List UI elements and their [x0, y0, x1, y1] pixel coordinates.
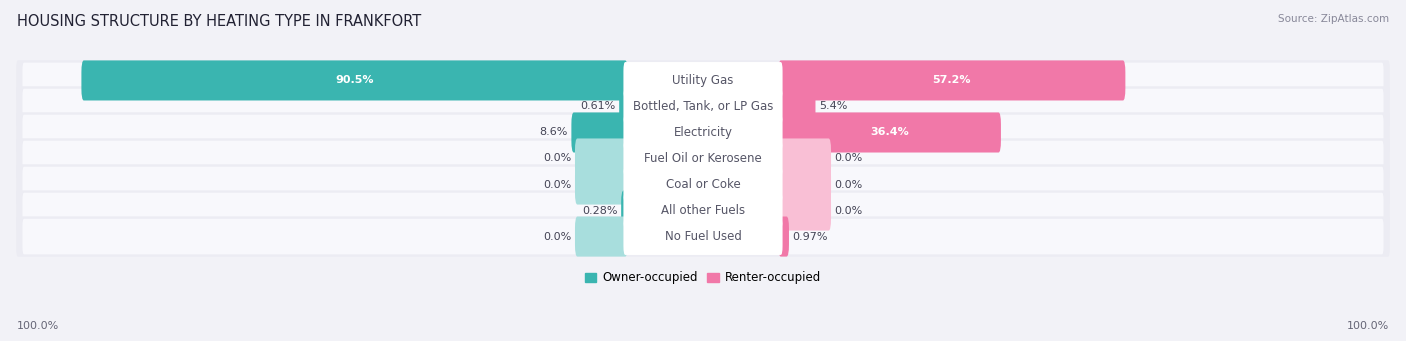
- FancyBboxPatch shape: [619, 86, 627, 127]
- FancyBboxPatch shape: [575, 164, 627, 205]
- FancyBboxPatch shape: [571, 113, 627, 152]
- FancyBboxPatch shape: [623, 88, 783, 125]
- FancyBboxPatch shape: [22, 167, 1384, 202]
- FancyBboxPatch shape: [17, 216, 1389, 257]
- Legend: Owner-occupied, Renter-occupied: Owner-occupied, Renter-occupied: [579, 267, 827, 289]
- FancyBboxPatch shape: [17, 138, 1389, 179]
- Text: No Fuel Used: No Fuel Used: [665, 230, 741, 243]
- FancyBboxPatch shape: [575, 217, 627, 256]
- Text: HOUSING STRUCTURE BY HEATING TYPE IN FRANKFORT: HOUSING STRUCTURE BY HEATING TYPE IN FRA…: [17, 14, 422, 29]
- FancyBboxPatch shape: [17, 190, 1389, 231]
- FancyBboxPatch shape: [623, 62, 783, 99]
- Text: 0.61%: 0.61%: [581, 102, 616, 112]
- Text: 0.0%: 0.0%: [543, 153, 571, 163]
- FancyBboxPatch shape: [621, 191, 627, 231]
- Text: 100.0%: 100.0%: [17, 321, 59, 331]
- Text: 57.2%: 57.2%: [932, 75, 972, 86]
- Text: Bottled, Tank, or LP Gas: Bottled, Tank, or LP Gas: [633, 100, 773, 113]
- FancyBboxPatch shape: [17, 112, 1389, 153]
- Text: 0.0%: 0.0%: [835, 206, 863, 216]
- FancyBboxPatch shape: [623, 218, 783, 255]
- FancyBboxPatch shape: [779, 191, 831, 231]
- FancyBboxPatch shape: [17, 60, 1389, 101]
- FancyBboxPatch shape: [779, 113, 1001, 152]
- Text: All other Fuels: All other Fuels: [661, 204, 745, 217]
- Text: Source: ZipAtlas.com: Source: ZipAtlas.com: [1278, 14, 1389, 24]
- Text: 0.0%: 0.0%: [543, 179, 571, 190]
- Text: 8.6%: 8.6%: [540, 128, 568, 137]
- Text: 100.0%: 100.0%: [1347, 321, 1389, 331]
- Text: 90.5%: 90.5%: [335, 75, 374, 86]
- FancyBboxPatch shape: [575, 138, 627, 179]
- FancyBboxPatch shape: [22, 141, 1384, 176]
- Text: Fuel Oil or Kerosene: Fuel Oil or Kerosene: [644, 152, 762, 165]
- FancyBboxPatch shape: [22, 193, 1384, 228]
- FancyBboxPatch shape: [17, 164, 1389, 205]
- FancyBboxPatch shape: [779, 60, 1125, 101]
- FancyBboxPatch shape: [17, 86, 1389, 127]
- FancyBboxPatch shape: [22, 89, 1384, 124]
- FancyBboxPatch shape: [623, 140, 783, 177]
- Text: 36.4%: 36.4%: [870, 128, 910, 137]
- FancyBboxPatch shape: [623, 192, 783, 229]
- Text: 0.0%: 0.0%: [835, 153, 863, 163]
- FancyBboxPatch shape: [22, 63, 1384, 98]
- FancyBboxPatch shape: [82, 60, 627, 101]
- FancyBboxPatch shape: [623, 166, 783, 203]
- Text: Electricity: Electricity: [673, 126, 733, 139]
- Text: 0.28%: 0.28%: [582, 206, 617, 216]
- Text: 0.0%: 0.0%: [835, 179, 863, 190]
- Text: 0.0%: 0.0%: [543, 232, 571, 241]
- FancyBboxPatch shape: [779, 86, 815, 127]
- FancyBboxPatch shape: [779, 164, 831, 205]
- FancyBboxPatch shape: [779, 217, 789, 256]
- Text: 5.4%: 5.4%: [820, 102, 848, 112]
- FancyBboxPatch shape: [623, 114, 783, 151]
- Text: Coal or Coke: Coal or Coke: [665, 178, 741, 191]
- Text: Utility Gas: Utility Gas: [672, 74, 734, 87]
- FancyBboxPatch shape: [22, 219, 1384, 254]
- Text: 0.97%: 0.97%: [793, 232, 828, 241]
- FancyBboxPatch shape: [22, 115, 1384, 150]
- FancyBboxPatch shape: [779, 138, 831, 179]
